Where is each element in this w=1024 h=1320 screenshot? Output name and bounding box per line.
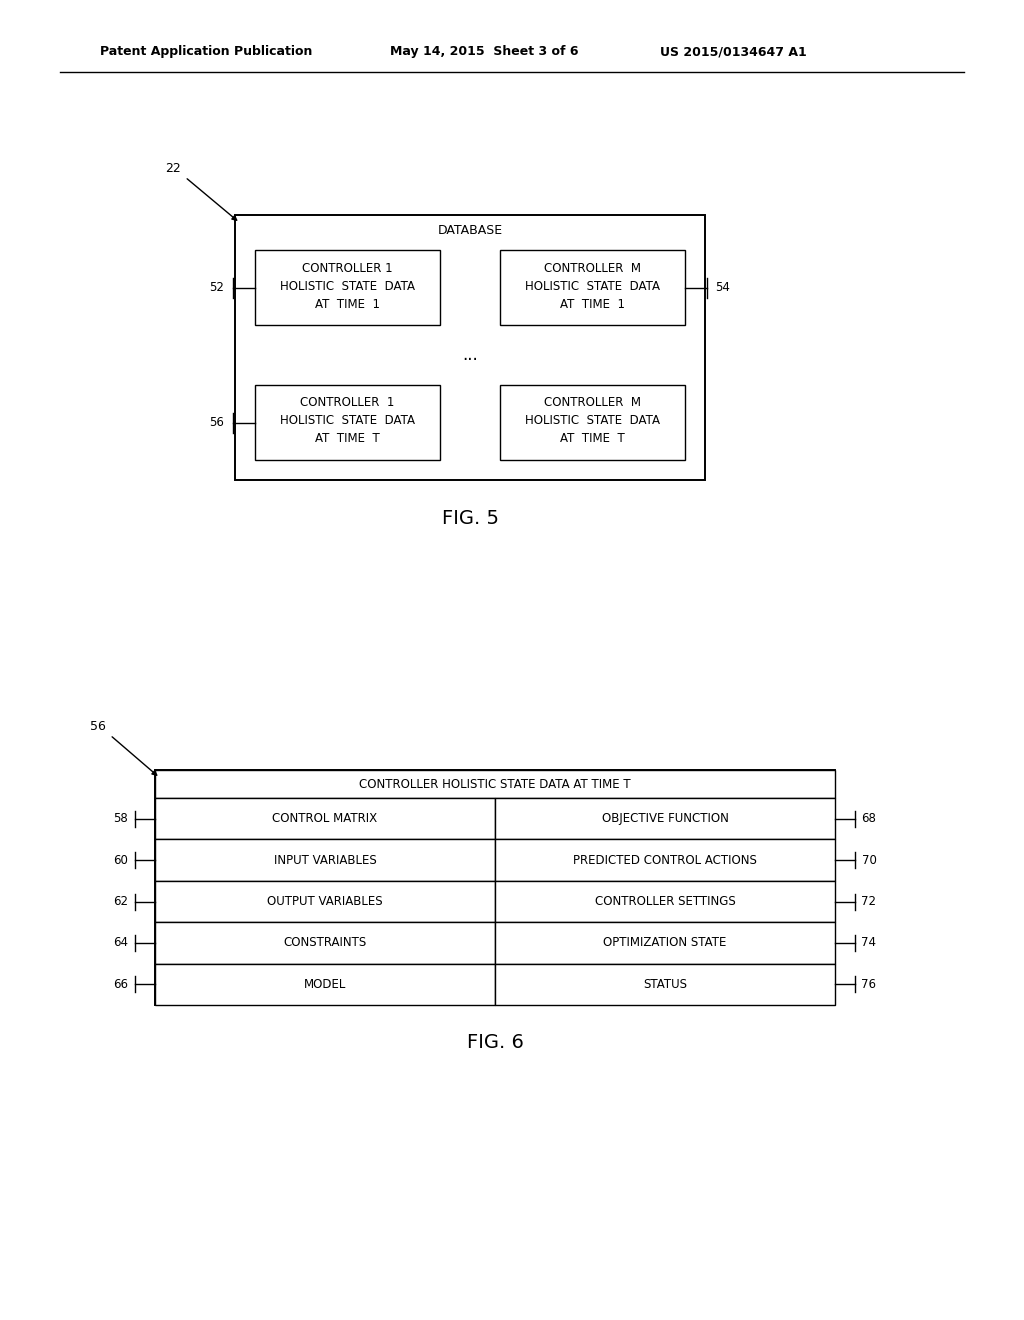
Text: May 14, 2015  Sheet 3 of 6: May 14, 2015 Sheet 3 of 6 [390, 45, 579, 58]
Text: CONTROLLER HOLISTIC STATE DATA AT TIME T: CONTROLLER HOLISTIC STATE DATA AT TIME T [359, 777, 631, 791]
Text: US 2015/0134647 A1: US 2015/0134647 A1 [660, 45, 807, 58]
Text: STATUS: STATUS [643, 978, 687, 991]
Text: 64: 64 [114, 936, 128, 949]
Text: HOLISTIC  STATE  DATA: HOLISTIC STATE DATA [525, 280, 660, 293]
Text: OUTPUT VARIABLES: OUTPUT VARIABLES [267, 895, 383, 908]
Text: 70: 70 [861, 854, 877, 867]
Text: 68: 68 [861, 812, 877, 825]
Text: 52: 52 [210, 281, 224, 294]
Text: 56: 56 [90, 719, 105, 733]
Text: CONTROLLER  M: CONTROLLER M [544, 396, 641, 409]
Text: 72: 72 [861, 895, 877, 908]
Text: 62: 62 [114, 895, 128, 908]
Bar [255, 249, 440, 325]
Bar [495, 923, 835, 964]
Text: AT  TIME  1: AT TIME 1 [315, 297, 380, 310]
Text: HOLISTIC  STATE  DATA: HOLISTIC STATE DATA [525, 414, 660, 428]
Text: FIG. 5: FIG. 5 [441, 508, 499, 528]
Bar [155, 799, 495, 840]
Bar [155, 770, 835, 799]
Bar [495, 799, 835, 840]
Text: FIG. 6: FIG. 6 [467, 1034, 523, 1052]
Bar [495, 964, 835, 1005]
Text: INPUT VARIABLES: INPUT VARIABLES [273, 854, 377, 867]
Text: 76: 76 [861, 978, 877, 991]
Bar [500, 249, 685, 325]
Text: 54: 54 [716, 281, 730, 294]
Text: ...: ... [462, 346, 478, 364]
Text: MODEL: MODEL [304, 978, 346, 991]
Bar [155, 840, 495, 880]
Text: 56: 56 [210, 416, 224, 429]
Text: CONTROLLER  M: CONTROLLER M [544, 261, 641, 275]
Bar [255, 385, 440, 459]
Text: CONTROLLER 1: CONTROLLER 1 [302, 261, 393, 275]
Bar [155, 880, 495, 923]
Text: CONTROLLER SETTINGS: CONTROLLER SETTINGS [595, 895, 735, 908]
Bar [155, 923, 495, 964]
Text: 74: 74 [861, 936, 877, 949]
Bar [500, 385, 685, 459]
Text: AT  TIME  T: AT TIME T [315, 433, 380, 446]
Text: 60: 60 [114, 854, 128, 867]
Text: OBJECTIVE FUNCTION: OBJECTIVE FUNCTION [601, 812, 728, 825]
Text: HOLISTIC  STATE  DATA: HOLISTIC STATE DATA [280, 414, 415, 428]
Text: PREDICTED CONTROL ACTIONS: PREDICTED CONTROL ACTIONS [573, 854, 757, 867]
Text: CONTROL MATRIX: CONTROL MATRIX [272, 812, 378, 825]
Text: OPTIMIZATION STATE: OPTIMIZATION STATE [603, 936, 727, 949]
Bar [155, 964, 495, 1005]
Text: 22: 22 [165, 161, 181, 174]
Text: 66: 66 [114, 978, 128, 991]
Text: HOLISTIC  STATE  DATA: HOLISTIC STATE DATA [280, 280, 415, 293]
Text: Patent Application Publication: Patent Application Publication [100, 45, 312, 58]
Text: 58: 58 [114, 812, 128, 825]
Text: CONSTRAINTS: CONSTRAINTS [284, 936, 367, 949]
Bar [495, 840, 835, 880]
Text: AT  TIME  T: AT TIME T [560, 433, 625, 446]
Text: DATABASE: DATABASE [437, 224, 503, 238]
Bar [155, 770, 835, 1005]
Text: CONTROLLER  1: CONTROLLER 1 [300, 396, 394, 409]
Text: AT  TIME  1: AT TIME 1 [560, 297, 625, 310]
Bar [234, 215, 705, 480]
Bar [495, 880, 835, 923]
